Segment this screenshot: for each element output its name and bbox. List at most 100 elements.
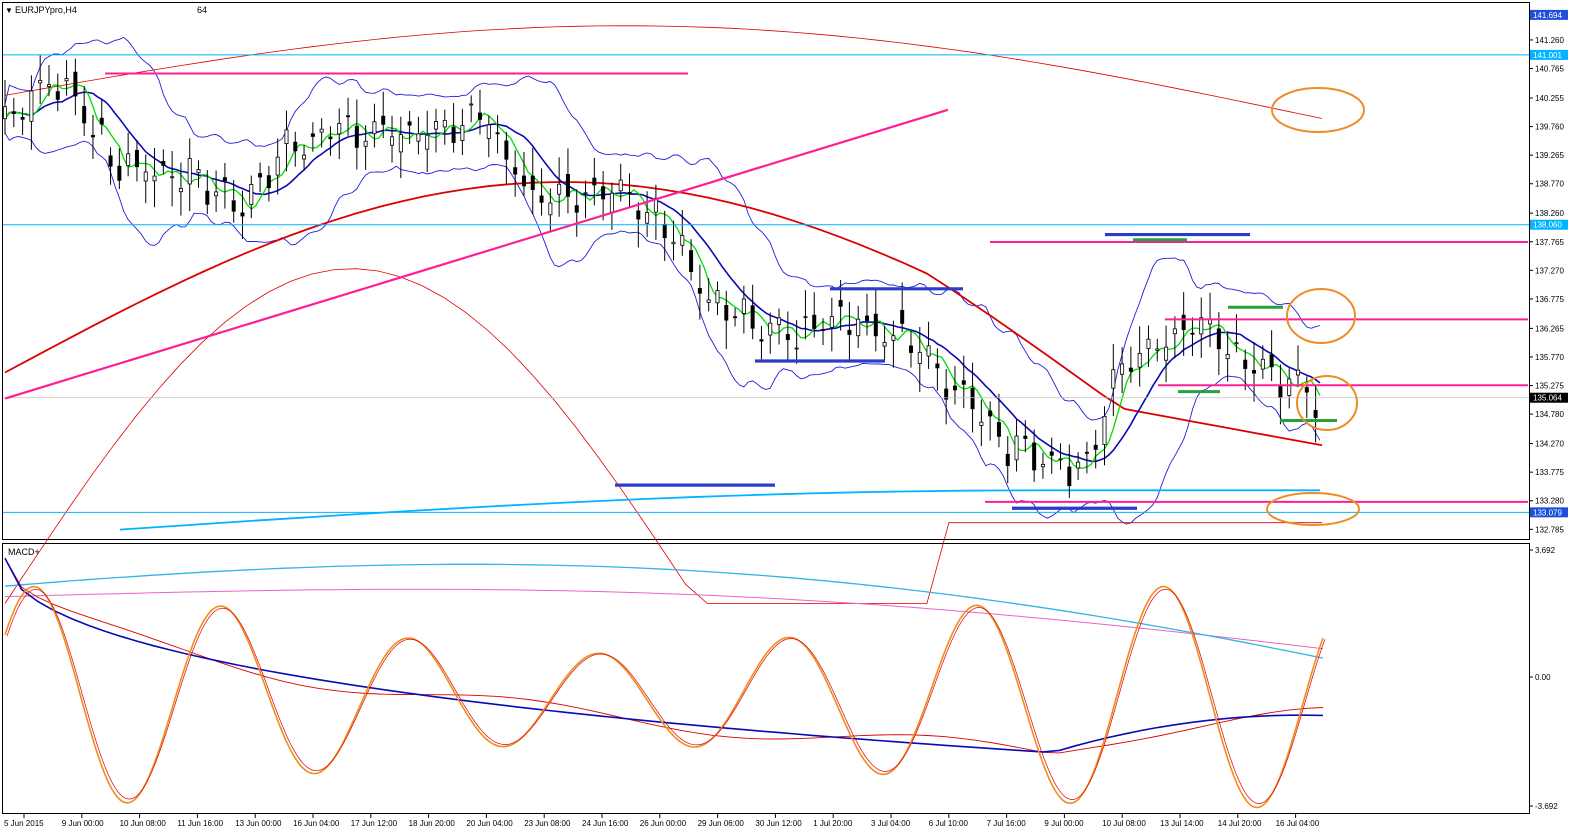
bullish-candle (178, 187, 183, 193)
fast-moving-average-line (4, 83, 1321, 469)
time-tick-label: 6 Jul 10:00 (929, 819, 969, 828)
bearish-candle (996, 422, 1001, 437)
bearish-candle (258, 173, 263, 178)
bearish-candle (1067, 466, 1072, 487)
price-tick-label: 139.760 (1535, 123, 1564, 132)
bullish-candle (1296, 369, 1301, 376)
bullish-candle (926, 345, 931, 357)
bearish-candle (82, 106, 87, 124)
bollinger-upper-line (4, 36, 1321, 421)
price-tick-label: 134.780 (1535, 410, 1564, 419)
bullish-candle (486, 124, 491, 139)
time-tick-label: 29 Jun 06:00 (698, 819, 745, 828)
bearish-candle (750, 305, 755, 329)
bearish-candle (134, 149, 139, 168)
bullish-candle (442, 119, 447, 128)
bearish-candle (495, 132, 500, 135)
long-moving-average-line (4, 181, 1323, 447)
bearish-candle (865, 315, 870, 322)
time-tick-label: 9 Jun 00:00 (62, 819, 104, 828)
price-tag-label: 141.001 (1533, 51, 1562, 60)
bearish-candle (73, 71, 78, 97)
bullish-candle (1234, 342, 1239, 345)
bearish-candle (381, 115, 386, 125)
bearish-candle (55, 91, 60, 100)
bearish-candle (689, 250, 694, 272)
bullish-candle (1172, 328, 1177, 335)
bullish-candle (1102, 416, 1107, 445)
macd-tick-label: -3.692 (1535, 802, 1558, 811)
bearish-candle (847, 329, 852, 335)
bearish-candle (724, 305, 729, 321)
bullish-candle (302, 154, 307, 160)
bullish-candle (46, 84, 51, 87)
bearish-candle (20, 117, 25, 120)
bullish-candle (645, 212, 650, 224)
bearish-candle (592, 177, 597, 186)
bearish-candle (627, 192, 632, 194)
time-tick-label: 20 Jun 04:00 (466, 819, 513, 828)
bearish-candle (1005, 453, 1010, 467)
bullish-candle (363, 140, 368, 147)
price-tick-label: 136.265 (1535, 324, 1564, 333)
bearish-candle (812, 314, 817, 329)
time-tick-label: 7 Jul 16:00 (987, 819, 1027, 828)
bearish-candle (266, 175, 271, 189)
price-tick-label: 135.770 (1535, 353, 1564, 362)
price-tag (1530, 392, 1568, 403)
bearish-candle (1278, 386, 1283, 398)
bearish-candle (407, 121, 412, 126)
macd-label: MACD+ (8, 547, 40, 557)
bullish-candle (1040, 463, 1045, 468)
price-tick-label: 135.275 (1535, 382, 1564, 391)
bearish-candle (513, 167, 518, 175)
bearish-candle (310, 133, 315, 137)
macd-oscillator-orange-line (4, 585, 1324, 809)
macd-plot[interactable] (4, 557, 1326, 809)
bearish-candle (988, 410, 993, 417)
price-tick-label: 141.260 (1535, 36, 1564, 45)
bearish-candle (900, 309, 905, 324)
highlight-circle (1286, 288, 1356, 344)
slow-moving-average-line (4, 91, 1321, 463)
highlight-circle (1266, 492, 1360, 526)
bearish-candle (1269, 354, 1274, 368)
bearish-candle (1190, 332, 1195, 335)
bullish-candle (425, 134, 430, 150)
bars-count: 64 (197, 5, 207, 15)
time-tick-label: 16 Jul 04:00 (1276, 819, 1320, 828)
price-tag (1530, 219, 1568, 230)
bullish-candle (1137, 353, 1142, 368)
bearish-candle (873, 313, 878, 337)
bullish-candle (1146, 338, 1151, 349)
bearish-candle (477, 112, 482, 120)
bullish-candle (372, 121, 377, 135)
price-tick-label: 136.775 (1535, 295, 1564, 304)
bullish-candle (38, 79, 43, 84)
bearish-candle (521, 175, 526, 187)
bullish-candle (741, 298, 746, 314)
bullish-candle (856, 318, 861, 337)
bullish-candle (143, 171, 148, 182)
bullish-candle (398, 134, 403, 153)
bearish-candle (1181, 314, 1186, 331)
price-tick-label: 138.770 (1535, 180, 1564, 189)
time-tick-label: 26 Jun 00:00 (640, 819, 687, 828)
bullish-candle (829, 316, 834, 328)
bearish-candle (1023, 435, 1028, 439)
price-plot[interactable] (3, 25, 1529, 604)
bullish-candle (557, 183, 562, 195)
bullish-candle (249, 184, 254, 205)
bearish-candle (240, 212, 245, 217)
price-tag-label: 135.064 (1533, 394, 1562, 403)
time-tick-label: 10 Jul 08:00 (1102, 819, 1146, 828)
bullish-candle (979, 421, 984, 426)
chart-menu-triangle-icon[interactable]: ▼ (5, 6, 13, 15)
macd-axis: 3.692 0.00 -3.692 (1529, 546, 1558, 811)
time-tick-label: 24 Jun 16:00 (582, 819, 629, 828)
long-cyan-average-line (119, 489, 1320, 531)
bullish-candle (715, 290, 720, 304)
price-tick-label: 137.765 (1535, 238, 1564, 247)
time-tick-label: 3 Jul 04:00 (871, 819, 911, 828)
